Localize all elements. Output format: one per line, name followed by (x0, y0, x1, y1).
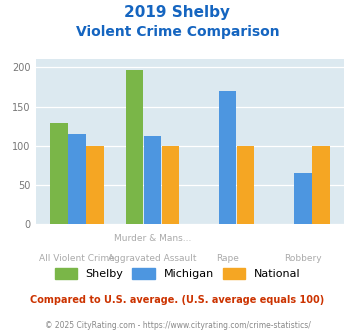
Text: Violent Crime Comparison: Violent Crime Comparison (76, 25, 279, 39)
Bar (68, 134, 86, 224)
Bar (237, 146, 254, 224)
Legend: Shelby, Michigan, National: Shelby, Michigan, National (51, 265, 304, 283)
Bar (294, 173, 312, 224)
Bar (50, 123, 67, 224)
Bar (126, 70, 143, 224)
Text: Rape: Rape (216, 254, 239, 263)
Text: 2019 Shelby: 2019 Shelby (125, 5, 230, 20)
Text: All Violent Crime: All Violent Crime (39, 254, 115, 263)
Bar (219, 91, 236, 224)
Text: Robbery: Robbery (284, 254, 322, 263)
Bar (312, 146, 330, 224)
Text: Aggravated Assault: Aggravated Assault (108, 254, 197, 263)
Text: Murder & Mans...: Murder & Mans... (114, 234, 191, 243)
Bar (86, 146, 104, 224)
Bar (162, 146, 179, 224)
Text: Compared to U.S. average. (U.S. average equals 100): Compared to U.S. average. (U.S. average … (31, 295, 324, 305)
Text: © 2025 CityRating.com - https://www.cityrating.com/crime-statistics/: © 2025 CityRating.com - https://www.city… (45, 321, 310, 330)
Bar (144, 136, 161, 224)
